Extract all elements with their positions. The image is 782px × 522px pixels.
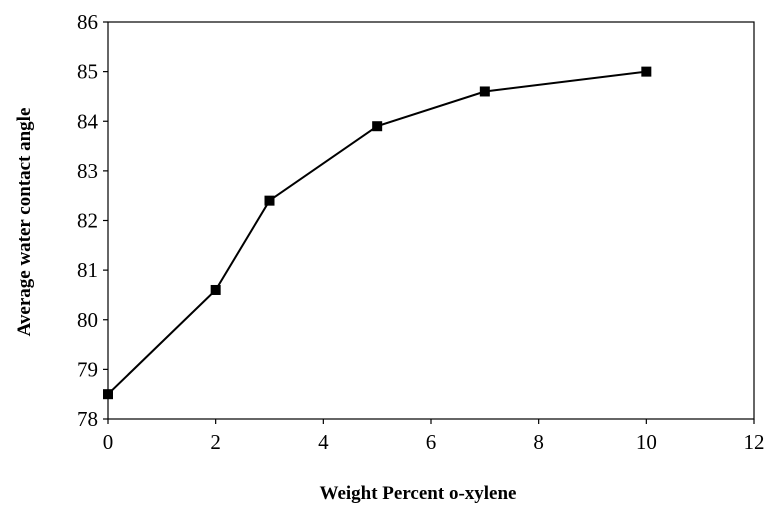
x-tick-label: 12 [744, 430, 765, 454]
x-tick-label: 6 [426, 430, 437, 454]
data-markers [103, 66, 652, 400]
x-axis-title: Weight Percent o-xylene [320, 483, 517, 504]
y-tick-label: 84 [77, 109, 99, 133]
y-tick-label: 79 [77, 357, 98, 381]
data-point-marker [372, 121, 383, 132]
y-axis: 78 79 80 81 82 83 84 85 86 [77, 10, 108, 431]
y-tick-label: 78 [77, 407, 98, 431]
x-tick-label: 2 [210, 430, 221, 454]
plot-area-frame [107, 21, 755, 420]
y-tick-label: 80 [77, 308, 98, 332]
data-point-marker [264, 195, 275, 206]
x-tick-label: 8 [533, 430, 544, 454]
x-axis: 0 2 4 6 8 10 12 [103, 419, 765, 454]
y-axis-title: Average water contact angle [14, 108, 35, 337]
data-point-marker [103, 389, 113, 400]
y-tick-label: 81 [77, 258, 98, 282]
x-tick-label: 0 [103, 430, 114, 454]
y-tick-label: 85 [77, 60, 98, 84]
y-tick-label: 83 [77, 159, 98, 183]
y-tick-label: 82 [77, 209, 98, 233]
y-tick-label: 86 [77, 10, 98, 34]
data-point-marker [210, 284, 221, 295]
data-point-marker [641, 66, 652, 77]
series-line [107, 70, 647, 395]
x-tick-label: 4 [318, 430, 329, 454]
data-point-marker [479, 86, 490, 97]
x-tick-label: 10 [636, 430, 657, 454]
